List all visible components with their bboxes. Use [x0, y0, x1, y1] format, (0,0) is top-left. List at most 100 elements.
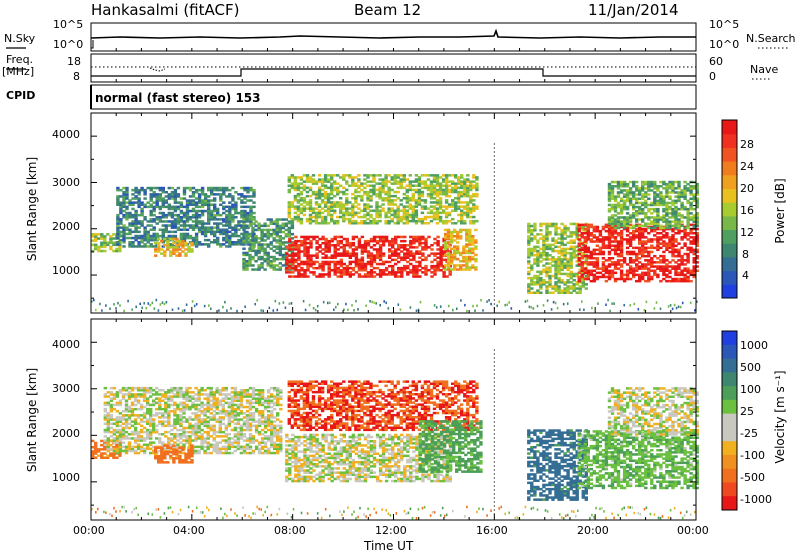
power-cell: [628, 261, 633, 264]
power-cell: [372, 178, 376, 181]
power-cell: [683, 277, 687, 281]
power-cell: [294, 269, 298, 272]
power-cell: [465, 237, 469, 240]
power-cell: [610, 234, 615, 237]
power-cell: [412, 258, 416, 262]
power-cell: [103, 237, 107, 240]
power-cell: [188, 201, 193, 204]
power-cell: [578, 289, 582, 292]
power-cell: [399, 186, 403, 190]
power-cell: [191, 216, 196, 219]
power-cell: [387, 174, 391, 177]
power-cell: [659, 246, 663, 250]
power-cell: [384, 222, 388, 225]
power-cell: [471, 235, 475, 238]
power-cell: [468, 268, 472, 271]
power-cell: [154, 250, 158, 253]
power-cell: [671, 182, 675, 186]
power-cell: [412, 237, 416, 241]
power-cell: [257, 228, 261, 232]
power-cell: [462, 228, 466, 232]
power-cell: [134, 197, 138, 200]
power-cell: [436, 260, 440, 264]
power-cell: [686, 218, 690, 221]
power-cell: [116, 243, 120, 246]
power-cell: [275, 268, 279, 271]
power-cell: [375, 250, 380, 253]
power-cell: [421, 248, 425, 251]
power-cell: [659, 254, 663, 258]
power-cell: [269, 235, 273, 238]
velocity-cell: [109, 399, 114, 402]
power-cell: [638, 275, 642, 279]
velocity-cell: [112, 397, 117, 400]
velocity-cell: [142, 386, 147, 390]
power-cell: [677, 207, 681, 211]
velocity-cell: [127, 414, 132, 417]
power-ground-cell: [145, 306, 148, 310]
power-cell: [580, 232, 584, 235]
power-cell: [628, 218, 633, 221]
power-cell: [294, 235, 298, 239]
power-cell: [143, 230, 147, 234]
power-cell: [311, 178, 316, 181]
power-cell: [288, 248, 292, 251]
power-cell: [619, 207, 624, 211]
power-cell: [100, 243, 104, 247]
power-cell: [166, 241, 170, 245]
power-cell: [309, 254, 313, 257]
power-cell: [677, 259, 681, 262]
power-cell: [426, 222, 431, 225]
power-cell: [644, 212, 648, 215]
power-cell: [378, 256, 383, 259]
power-cell: [454, 184, 458, 187]
power-cell: [112, 233, 116, 236]
velocity-cell: [121, 416, 126, 419]
power-ground-cell: [671, 307, 674, 311]
power-cell: [457, 186, 461, 190]
power-cell: [378, 190, 382, 194]
power-cell: [222, 193, 226, 196]
power-cell: [314, 222, 319, 225]
power-cell: [222, 236, 226, 240]
power-cell: [317, 186, 322, 190]
power-cell: [158, 188, 162, 192]
power-cell: [303, 273, 307, 276]
power-cell: [400, 266, 404, 270]
power-cell: [436, 264, 440, 268]
power-cell: [613, 185, 618, 188]
power-cell: [381, 244, 386, 247]
power-cell: [465, 228, 469, 232]
power-cell: [372, 222, 376, 225]
power-cell: [429, 197, 434, 200]
velocity-cell: [109, 435, 114, 438]
power-cell: [662, 203, 666, 207]
velocity-cell: [136, 439, 141, 442]
power-cell: [471, 237, 475, 240]
power-cell: [436, 269, 440, 272]
power-cell: [641, 193, 645, 196]
power-cell: [586, 275, 590, 279]
power-cell: [457, 199, 461, 202]
power-cell: [569, 251, 573, 255]
power-cell: [429, 219, 434, 223]
velocity-cell: [146, 401, 150, 405]
power-cell: [134, 188, 138, 192]
power-cell: [194, 232, 199, 236]
power-cell: [671, 189, 675, 192]
power-cell: [317, 197, 322, 200]
power-cell: [388, 264, 392, 268]
power-cell: [354, 182, 358, 185]
power-cell: [426, 215, 431, 219]
power-cell: [290, 184, 294, 187]
velocity-cell: [146, 407, 150, 411]
power-cell: [628, 191, 633, 194]
power-cell: [154, 254, 158, 257]
power-cell: [366, 273, 371, 276]
power-cell: [354, 248, 359, 251]
power-ground-cell: [460, 299, 462, 302]
power-cell: [595, 261, 600, 264]
power-cell: [527, 287, 531, 290]
power-cell: [308, 219, 313, 223]
power-cell: [393, 194, 397, 198]
